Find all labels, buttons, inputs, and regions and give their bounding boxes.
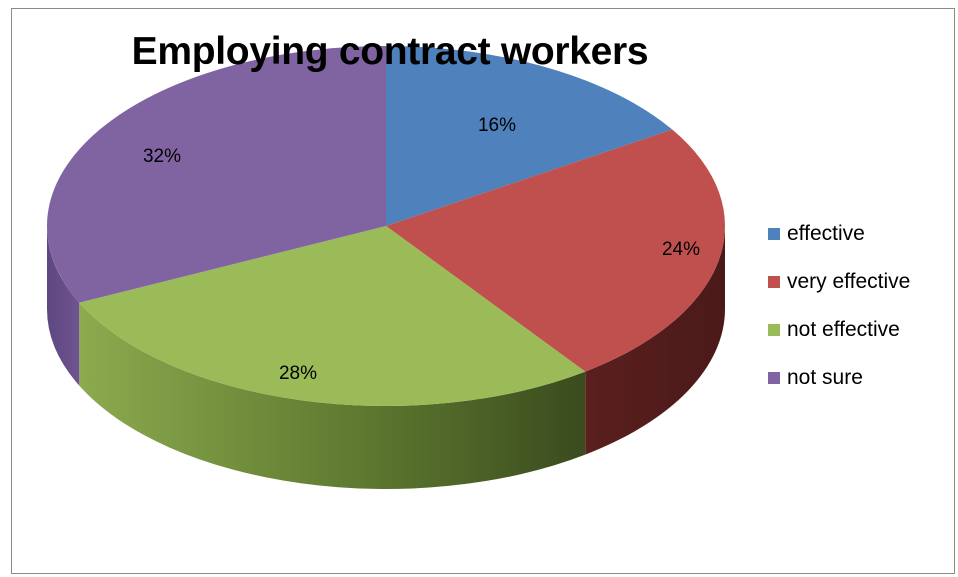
legend-item-effective: effective <box>768 210 910 258</box>
legend-swatch-not-sure <box>768 372 780 384</box>
pie-slice-very-effective <box>386 129 726 372</box>
pie-side-very-effective <box>585 226 725 455</box>
legend-item-very-effective: very effective <box>768 258 910 306</box>
legend-swatch-very-effective <box>768 276 780 288</box>
pie-side-not-sure <box>47 226 80 386</box>
pie-slice-not-sure <box>46 46 386 303</box>
legend-item-not-sure: not sure <box>768 354 910 402</box>
pie-side-not-effective <box>79 302 586 489</box>
data-label-very-effective: 24% <box>662 239 700 260</box>
legend-swatch-not-effective <box>768 324 780 336</box>
legend-label-very-effective: very effective <box>787 270 911 293</box>
chart-title: Employing contract workers <box>131 30 649 73</box>
data-label-effective: 16% <box>478 115 516 136</box>
legend-label-not-effective: not effective <box>787 318 900 341</box>
legend-label-not-sure: not sure <box>787 366 863 389</box>
data-label-not-sure: 32% <box>143 146 181 167</box>
pie-slice-effective <box>386 46 673 226</box>
legend-item-not-effective: not effective <box>768 306 910 354</box>
legend: effective very effective not effective n… <box>768 210 910 402</box>
legend-swatch-effective <box>768 228 780 240</box>
data-label-not-effective: 28% <box>279 363 317 384</box>
pie-slice-not-effective <box>79 226 586 406</box>
legend-label-effective: effective <box>787 222 865 245</box>
